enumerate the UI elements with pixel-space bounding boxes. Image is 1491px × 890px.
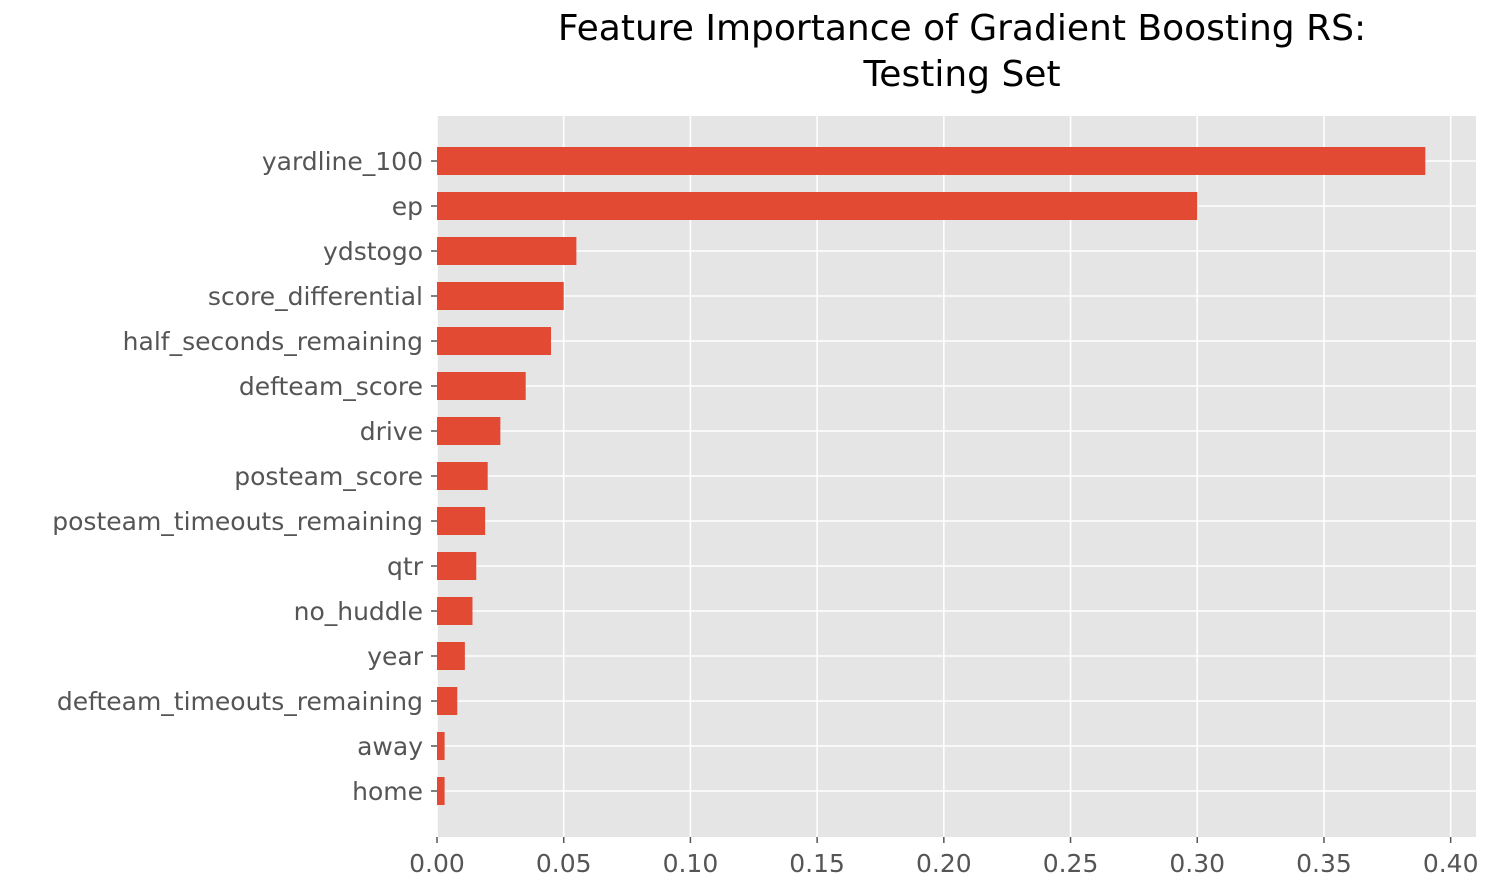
x-axis: 0.00 0.05 0.10 0.15 0.20 0.25 0.30 0.35 0.40 <box>409 837 1478 878</box>
bar-half-seconds-remaining <box>437 327 552 355</box>
x-tick-label: 0.10 <box>663 849 719 878</box>
y-tick-label: year <box>367 642 423 671</box>
x-tick-label: 0.40 <box>1423 849 1479 878</box>
y-tick-label: no_huddle <box>294 597 423 626</box>
bar-ep <box>437 192 1198 220</box>
x-tick-label: 0.15 <box>789 849 845 878</box>
y-tick-label: half_seconds_remaining <box>123 327 423 356</box>
x-tick-label: 0.30 <box>1169 849 1225 878</box>
bar-posteam-timeouts-remaining <box>437 507 486 535</box>
y-tick-label: defteam_timeouts_remaining <box>57 687 423 716</box>
y-tick-label: away <box>357 732 423 761</box>
bar-away <box>437 732 445 760</box>
x-tick-label: 0.00 <box>409 849 465 878</box>
x-tick-label: 0.25 <box>1043 849 1099 878</box>
x-tick-label: 0.35 <box>1296 849 1352 878</box>
bar-yardline-100 <box>437 147 1426 175</box>
y-tick-label: qtr <box>387 552 424 581</box>
x-tick-label: 0.05 <box>536 849 592 878</box>
y-tick-label: defteam_score <box>239 372 423 401</box>
bar-defteam-timeouts-remaining <box>437 687 458 715</box>
x-tick-label: 0.20 <box>916 849 972 878</box>
chart-title-line-2: Testing Set <box>863 54 1061 95</box>
bar-defteam-score <box>437 372 526 400</box>
bar-year <box>437 642 465 670</box>
y-tick-label: ydstogo <box>323 237 423 266</box>
grid <box>436 116 1476 837</box>
y-tick-label: home <box>352 777 423 806</box>
chart-title: Feature Importance of Gradient Boosting … <box>437 6 1487 98</box>
y-tick-label: posteam_timeouts_remaining <box>52 507 423 536</box>
y-tick-label: posteam_score <box>234 462 423 491</box>
bar-drive <box>437 417 501 445</box>
bar-posteam-score <box>437 462 488 490</box>
bar-score-differential <box>437 282 564 310</box>
bar-qtr <box>437 552 477 580</box>
y-tick-label: drive <box>360 417 423 446</box>
y-tick-label: yardline_100 <box>262 147 423 176</box>
bar-home <box>437 777 445 805</box>
y-tick-label: score_differential <box>208 282 423 311</box>
bars <box>437 147 1426 805</box>
bar-no-huddle <box>437 597 473 625</box>
chart-title-line-1: Feature Importance of Gradient Boosting … <box>557 8 1367 49</box>
bar-ydstogo <box>437 237 577 265</box>
y-tick-label: ep <box>392 192 423 221</box>
